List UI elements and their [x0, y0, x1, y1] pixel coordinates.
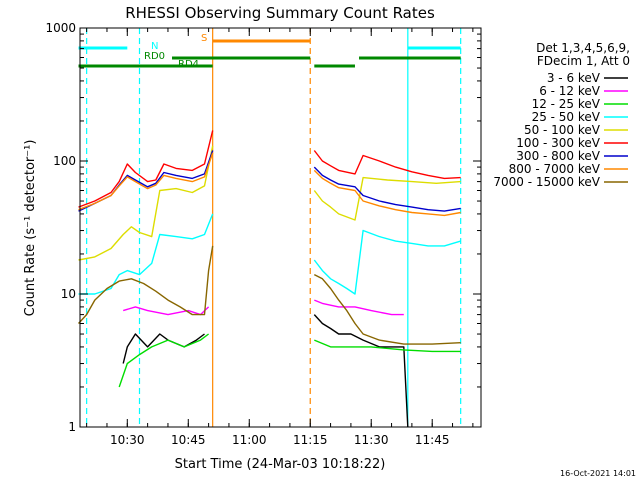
legend-entry-label: 6 - 12 keV — [539, 84, 601, 98]
series-line-4 — [78, 145, 214, 261]
plot-frame — [79, 27, 482, 428]
series-line-2 — [314, 339, 461, 353]
legend-header-line: Det 1,3,4,5,6,9, — [536, 41, 630, 55]
series-line-5 — [313, 150, 461, 180]
legend-entry-label: 3 - 6 keV — [547, 71, 601, 85]
legend-header-line: FDecim 1, Att 0 — [537, 54, 630, 68]
y-tick-label: 100 — [53, 154, 76, 168]
mode-bar-label: RD4 — [178, 59, 199, 70]
series-line-3 — [313, 229, 461, 295]
series-line-0 — [313, 314, 409, 428]
x-tick-label: 10:45 — [171, 433, 206, 447]
x-tick-label: 11:30 — [354, 433, 389, 447]
legend-entry-label: 100 - 300 keV — [516, 136, 600, 150]
x-tick-label: 11:15 — [293, 433, 328, 447]
x-axis-label: Start Time (24-Mar-03 10:18:22) — [175, 457, 386, 472]
series-line-3 — [78, 213, 214, 295]
series-layer — [77, 130, 461, 428]
annotation-layer: N S RD0 RD4 — [78, 28, 462, 427]
x-axis: 10:30 10:45 11:00 11:15 11:30 11:45 — [86, 28, 474, 447]
legend-entry-label: 50 - 100 keV — [524, 123, 601, 137]
series-line-0 — [122, 333, 205, 364]
series-line-8 — [77, 245, 214, 324]
series-line-4 — [313, 176, 461, 221]
y-axis: 1 10 100 1000 — [45, 21, 481, 434]
y-tick-label: 10 — [61, 287, 76, 301]
chart-title: RHESSI Observing Summary Count Rates — [125, 4, 435, 22]
series-line-7 — [313, 169, 461, 217]
render-timestamp: 16-Oct-2021 14:01 — [560, 469, 636, 478]
legend-entry-label: 800 - 7000 keV — [509, 162, 601, 176]
x-tick-label: 10:30 — [110, 433, 145, 447]
legend: Det 1,3,4,5,6,9,FDecim 1, Att 0 3 - 6 keV… — [493, 41, 630, 189]
legend-entry-label: 25 - 50 keV — [532, 110, 601, 124]
series-line-5 — [78, 130, 214, 208]
series-line-1 — [122, 306, 210, 316]
mode-bar-label: RD0 — [144, 51, 165, 62]
y-tick-label: 1000 — [45, 21, 76, 35]
legend-entry-label: 300 - 800 keV — [516, 149, 600, 163]
series-line-2 — [118, 333, 210, 388]
legend-entry-label: 7000 - 15000 keV — [493, 175, 600, 189]
legend-entry-label: 12 - 25 keV — [532, 97, 601, 111]
series-line-7 — [78, 152, 214, 211]
mode-bar-label: N — [151, 41, 158, 52]
series-line-1 — [314, 299, 404, 316]
series-line-6 — [313, 166, 461, 212]
y-tick-label: 1 — [68, 420, 76, 434]
series-line-8 — [313, 273, 461, 345]
x-tick-label: 11:45 — [415, 433, 450, 447]
y-axis-label: Count Rate (s⁻¹ detector⁻¹) — [23, 140, 38, 317]
x-tick-label: 11:00 — [232, 433, 267, 447]
mode-bar-label: S — [201, 33, 207, 44]
